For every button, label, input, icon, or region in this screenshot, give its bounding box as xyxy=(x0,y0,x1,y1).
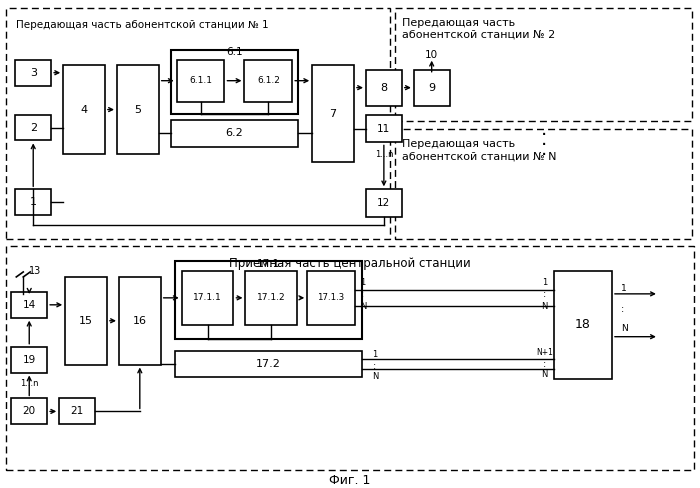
Text: N: N xyxy=(360,302,366,311)
Text: 17.1.2: 17.1.2 xyxy=(257,293,286,303)
Bar xyxy=(307,271,355,325)
Text: 15: 15 xyxy=(79,316,93,326)
Text: :: : xyxy=(361,289,365,299)
Text: N: N xyxy=(621,324,628,333)
Text: 13: 13 xyxy=(29,266,41,276)
Bar xyxy=(175,351,362,377)
Text: Передающая часть абонентской станции № 1: Передающая часть абонентской станции № 1 xyxy=(16,20,269,30)
Bar xyxy=(171,120,298,147)
Text: :: : xyxy=(621,304,624,314)
Bar xyxy=(366,115,402,142)
Text: 1: 1 xyxy=(542,279,547,287)
Text: 1...n: 1...n xyxy=(374,150,393,159)
Text: 16: 16 xyxy=(133,316,147,326)
Bar xyxy=(119,277,161,365)
Text: Приемная часть центральной станции: Приемная часть центральной станции xyxy=(229,257,471,270)
Text: 18: 18 xyxy=(575,318,591,331)
Text: 3: 3 xyxy=(29,68,36,78)
Bar xyxy=(11,346,47,372)
Bar xyxy=(11,292,47,318)
Text: .: . xyxy=(541,140,547,159)
Text: 7: 7 xyxy=(330,108,337,119)
Text: 1: 1 xyxy=(29,197,36,207)
Text: 17.2: 17.2 xyxy=(256,359,281,368)
Text: 4: 4 xyxy=(80,104,88,115)
Text: 9: 9 xyxy=(428,82,435,93)
Bar xyxy=(171,50,298,114)
Text: 12: 12 xyxy=(377,198,391,208)
Text: Фиг. 1: Фиг. 1 xyxy=(329,474,371,487)
Text: N+1: N+1 xyxy=(536,348,553,357)
Bar xyxy=(312,65,354,163)
Text: 2: 2 xyxy=(29,122,37,133)
Bar xyxy=(395,129,692,239)
Bar xyxy=(117,65,159,154)
Text: :: : xyxy=(542,289,546,299)
Text: 6.2: 6.2 xyxy=(225,128,244,139)
Text: .: . xyxy=(541,120,547,139)
Text: Передающая часть
абонентской станции № 2: Передающая часть абонентской станции № 2 xyxy=(402,18,555,40)
Text: 5: 5 xyxy=(134,104,141,115)
Text: 14: 14 xyxy=(22,300,36,310)
Text: :: : xyxy=(542,359,546,368)
Text: N: N xyxy=(541,370,547,379)
Text: 19: 19 xyxy=(22,355,36,365)
Bar xyxy=(366,70,402,105)
Bar xyxy=(65,277,107,365)
Text: N: N xyxy=(541,302,547,311)
Text: Передающая часть
абонентской станции № N: Передающая часть абонентской станции № N xyxy=(402,140,556,161)
Bar xyxy=(59,399,95,425)
Bar xyxy=(395,8,692,121)
Text: 11: 11 xyxy=(377,123,391,134)
Bar xyxy=(175,261,362,339)
Bar xyxy=(15,189,51,215)
Text: N: N xyxy=(372,372,378,381)
Bar xyxy=(182,271,234,325)
Text: 6.1.2: 6.1.2 xyxy=(257,76,280,85)
Bar xyxy=(176,60,225,102)
Bar xyxy=(414,70,449,105)
Text: 21: 21 xyxy=(71,407,84,416)
Text: 1: 1 xyxy=(360,279,365,287)
Text: 17.1: 17.1 xyxy=(257,259,280,269)
Text: 1...n: 1...n xyxy=(20,379,38,388)
Bar xyxy=(246,271,298,325)
Text: 17.1.3: 17.1.3 xyxy=(317,293,344,303)
Bar xyxy=(366,189,402,217)
Text: 10: 10 xyxy=(425,50,438,60)
Text: .: . xyxy=(541,130,547,149)
Text: 17.1.1: 17.1.1 xyxy=(193,293,222,303)
Text: 8: 8 xyxy=(380,82,387,93)
Bar xyxy=(6,8,390,239)
Text: 6.1.1: 6.1.1 xyxy=(189,76,212,85)
Bar xyxy=(15,60,51,86)
Text: :: : xyxy=(373,361,377,370)
Text: 1: 1 xyxy=(372,350,377,359)
Bar xyxy=(554,271,612,379)
Text: 20: 20 xyxy=(22,407,36,416)
Bar xyxy=(11,399,47,425)
Text: 1: 1 xyxy=(621,285,626,293)
Bar xyxy=(244,60,292,102)
Bar xyxy=(63,65,105,154)
Bar xyxy=(15,115,51,141)
Text: 6.1: 6.1 xyxy=(226,47,243,57)
Bar xyxy=(6,246,694,470)
